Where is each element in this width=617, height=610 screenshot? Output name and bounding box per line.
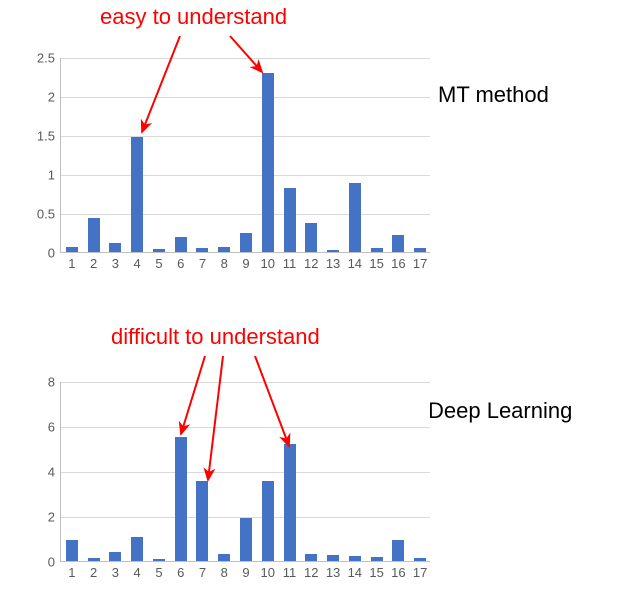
- xtick-label: 10: [261, 252, 275, 271]
- bar: [392, 235, 404, 252]
- xtick-label: 13: [326, 561, 340, 580]
- xtick-label: 12: [304, 561, 318, 580]
- xtick-label: 5: [155, 561, 162, 580]
- xtick-label: 11: [283, 561, 297, 580]
- ytick-label: 1.5: [37, 129, 61, 144]
- gridline: [61, 472, 430, 473]
- xtick-label: 8: [221, 252, 228, 271]
- bar: [131, 137, 143, 252]
- xtick-label: 4: [134, 561, 141, 580]
- method-label-dl: Deep Learning: [428, 398, 572, 424]
- xtick-label: 15: [369, 252, 383, 271]
- xtick-label: 11: [283, 252, 297, 271]
- bar: [131, 537, 143, 561]
- xtick-label: 9: [242, 252, 249, 271]
- xtick-label: 1: [68, 252, 75, 271]
- xtick-label: 7: [199, 252, 206, 271]
- ytick-label: 1: [48, 168, 61, 183]
- bar: [175, 237, 187, 252]
- bar: [109, 552, 121, 561]
- gridline: [61, 427, 430, 428]
- bar: [240, 518, 252, 561]
- xtick-label: 16: [391, 561, 405, 580]
- gridline: [61, 382, 430, 383]
- bar: [305, 223, 317, 252]
- xtick-label: 14: [348, 252, 362, 271]
- xtick-label: 17: [413, 252, 427, 271]
- plot-area-mt: 00.511.522.51234567891011121314151617: [60, 58, 430, 253]
- gridline: [61, 175, 430, 176]
- xtick-label: 2: [90, 561, 97, 580]
- gridline: [61, 58, 430, 59]
- bar: [262, 481, 274, 561]
- ytick-label: 6: [48, 420, 61, 435]
- xtick-label: 3: [112, 561, 119, 580]
- bar: [240, 233, 252, 253]
- xtick-label: 16: [391, 252, 405, 271]
- bar: [392, 540, 404, 561]
- bar: [109, 243, 121, 252]
- xtick-label: 6: [177, 252, 184, 271]
- xtick-label: 5: [155, 252, 162, 271]
- bar: [305, 554, 317, 561]
- bar: [284, 444, 296, 561]
- bar: [66, 540, 78, 561]
- gridline: [61, 136, 430, 137]
- xtick-label: 15: [369, 561, 383, 580]
- bar: [218, 554, 230, 561]
- xtick-label: 1: [68, 561, 75, 580]
- gridline: [61, 97, 430, 98]
- ytick-label: 0: [48, 246, 61, 261]
- xtick-label: 2: [90, 252, 97, 271]
- bar: [349, 183, 361, 252]
- xtick-label: 13: [326, 252, 340, 271]
- xtick-label: 12: [304, 252, 318, 271]
- xtick-label: 9: [242, 561, 249, 580]
- bar: [284, 188, 296, 252]
- ytick-label: 0.5: [37, 207, 61, 222]
- ytick-label: 2.5: [37, 51, 61, 66]
- xtick-label: 8: [221, 561, 228, 580]
- annotation-easy: easy to understand: [100, 4, 287, 30]
- ytick-label: 2: [48, 90, 61, 105]
- ytick-label: 8: [48, 375, 61, 390]
- xtick-label: 3: [112, 252, 119, 271]
- xtick-label: 10: [261, 561, 275, 580]
- bar: [262, 73, 274, 252]
- ytick-label: 4: [48, 465, 61, 480]
- xtick-label: 7: [199, 561, 206, 580]
- annotation-difficult: difficult to understand: [111, 324, 320, 350]
- xtick-label: 4: [134, 252, 141, 271]
- ytick-label: 2: [48, 510, 61, 525]
- plot-area-dl: 024681234567891011121314151617: [60, 382, 430, 562]
- ytick-label: 0: [48, 555, 61, 570]
- bar: [175, 437, 187, 561]
- bar: [88, 218, 100, 252]
- gridline: [61, 214, 430, 215]
- chart-mt: 00.511.522.51234567891011121314151617: [0, 58, 440, 283]
- xtick-label: 6: [177, 561, 184, 580]
- xtick-label: 17: [413, 561, 427, 580]
- method-label-mt: MT method: [438, 82, 549, 108]
- xtick-label: 14: [348, 561, 362, 580]
- chart-dl: 024681234567891011121314151617: [0, 382, 440, 592]
- bar: [196, 481, 208, 561]
